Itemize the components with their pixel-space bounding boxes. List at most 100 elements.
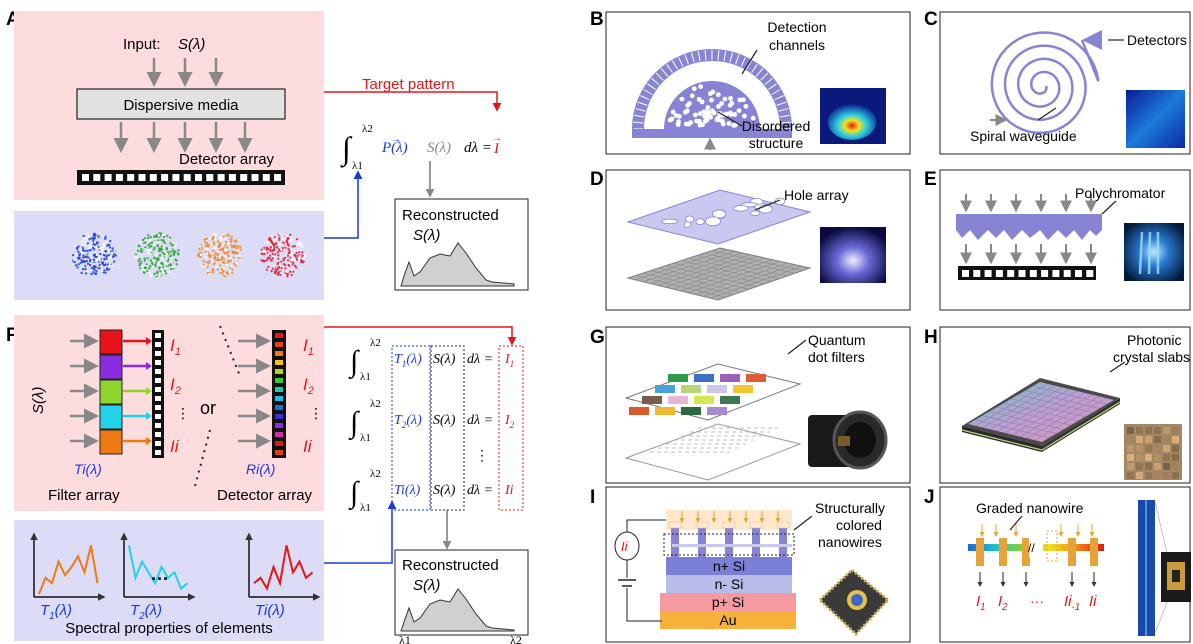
contact-pad [999, 538, 1007, 566]
dispersive-media-label: Dispersive media [123, 97, 239, 114]
j-light-arrows [979, 524, 1095, 537]
b-speckle-spot [828, 104, 876, 140]
detector-cell [93, 174, 101, 181]
h-phc-leader [1109, 361, 1126, 373]
svg-text:I1: I1 [303, 336, 314, 358]
j-contacts [976, 538, 1098, 566]
device-layer [666, 557, 792, 575]
svg-text:λ2: λ2 [370, 398, 381, 410]
detector-cell [251, 174, 259, 181]
f-equations: ∫ λ2 λ1 T1(λ) S(λ) dλ = I1 ∫ λ2 λ1 T2(λ) S(λ) dλ = I2… [348, 337, 515, 514]
qd-filter [681, 385, 701, 393]
e-input-arrows [960, 194, 1097, 213]
phc-label-2: crystal slabs [1113, 349, 1190, 365]
spectrum-plot: Ti(λ) [245, 532, 321, 619]
qd-filter [707, 385, 727, 393]
d-grid-lines [627, 247, 811, 301]
eq-d-lambda: dλ = [464, 140, 492, 156]
recon-title-f: Reconstructed [402, 557, 499, 574]
eq-lower-limit: λ1 [352, 160, 363, 172]
panel-a-blue-box [14, 211, 324, 300]
i-layer-stack: n+ Si n- Si p+ Si Au [660, 557, 796, 629]
qd-filter [720, 374, 740, 382]
input-symbol: S(λ) [178, 36, 205, 53]
svg-text:I1: I1 [976, 593, 986, 613]
or-label: or [200, 398, 216, 418]
f-eq-vertical-dots: ⋮ [475, 449, 489, 464]
filter-element [99, 354, 123, 380]
speckle-blob [196, 232, 243, 278]
svg-text:T2(λ): T2(λ) [394, 413, 422, 430]
layer-label: n+ Si [713, 558, 745, 574]
svg-text:λ2: λ2 [370, 337, 381, 349]
i-wire-top [626, 519, 666, 536]
f-divider-top [219, 325, 241, 377]
device-layer [660, 593, 796, 611]
spectra-group: T1(λ) T2(λ) Ti(λ) [30, 532, 321, 622]
nanowire [725, 524, 733, 560]
filter-element [99, 429, 123, 455]
recon-title-a: Reconstructed [402, 207, 499, 224]
qd-filter [629, 407, 649, 415]
phc-label-1: Photonic [1127, 332, 1181, 348]
equation-row: ∫ λ2 λ1 T1(λ) S(λ) dλ = I1 [348, 337, 514, 383]
i-chip-photo [815, 567, 893, 638]
f-blue-arrow [324, 500, 397, 564]
c-detector-fan [1082, 30, 1102, 50]
detector-cell [183, 174, 191, 181]
equation-row: ∫ λ2 λ1 Ti(λ) S(λ) dλ = Ii [348, 468, 514, 514]
recon-curve-a [400, 242, 515, 287]
polychromator-label: Polychromator [1075, 185, 1166, 201]
f-red-arrow [324, 326, 517, 346]
equation-row: ∫ λ2 λ1 T2(λ) S(λ) dλ = I2 [348, 398, 515, 444]
panel-a: Input: S(λ) Dispersive media Detector ar… [14, 11, 529, 300]
t-i-label: Ti(λ) [74, 461, 102, 477]
qd-filter [642, 396, 662, 404]
spec-ellipsis: ··· [151, 569, 169, 589]
panel-letter-g: G [590, 327, 605, 348]
input-label: Input: [123, 36, 161, 53]
nanowire [671, 524, 679, 560]
qd-filter [733, 385, 753, 393]
qd-filter [707, 407, 727, 415]
b-disorder-leader [717, 111, 743, 127]
h-micro-cells [1127, 427, 1179, 479]
svg-text:⋮: ⋮ [176, 405, 190, 421]
i-wire-bottom [626, 588, 662, 622]
panel-g: Quantum dot filters [605, 326, 911, 484]
svg-text:S(λ): S(λ) [433, 352, 456, 367]
f-detector-column-right [272, 330, 286, 458]
detector-cell [104, 174, 112, 181]
input-arrows [146, 58, 224, 87]
j-graded-leader [1009, 515, 1023, 531]
eq-i-vector: I [493, 141, 500, 157]
svg-text:∫: ∫ [348, 345, 360, 380]
speckle-blob [134, 232, 180, 278]
detector-cell [149, 174, 157, 181]
recon-symbol-f: S(λ) [413, 577, 440, 594]
qd-filter [694, 396, 714, 404]
h-chip-pins [961, 401, 1121, 451]
contact-pad [976, 538, 984, 566]
f-detector-array-label: Detector array [217, 487, 313, 504]
spiral-label: Spiral waveguide [970, 128, 1077, 144]
graded-label: Graded nanowire [976, 500, 1084, 516]
panel-letter-h: H [924, 327, 938, 348]
disorder-label-1: Disordered [742, 118, 810, 134]
svg-text:···: ··· [1030, 593, 1044, 609]
nanowire [752, 524, 760, 560]
detector-cell [217, 174, 225, 181]
contact-pad [1022, 538, 1030, 566]
f-t-column-box [391, 345, 431, 511]
spiral-waveguide-path [990, 31, 1100, 135]
svg-text:I1: I1 [504, 352, 514, 369]
detector-cell [161, 174, 169, 181]
detector-array-group: I1 I2 ⋮ Ii [238, 330, 323, 458]
detector-cell [195, 174, 202, 181]
panel-letter-b: B [590, 9, 604, 30]
target-arrow [324, 91, 502, 112]
detector-cell [262, 174, 270, 181]
detectors-label: Detectors [1127, 32, 1187, 48]
j-current-labels: I1 I2 ··· Ii-1 Ii [976, 593, 1097, 613]
